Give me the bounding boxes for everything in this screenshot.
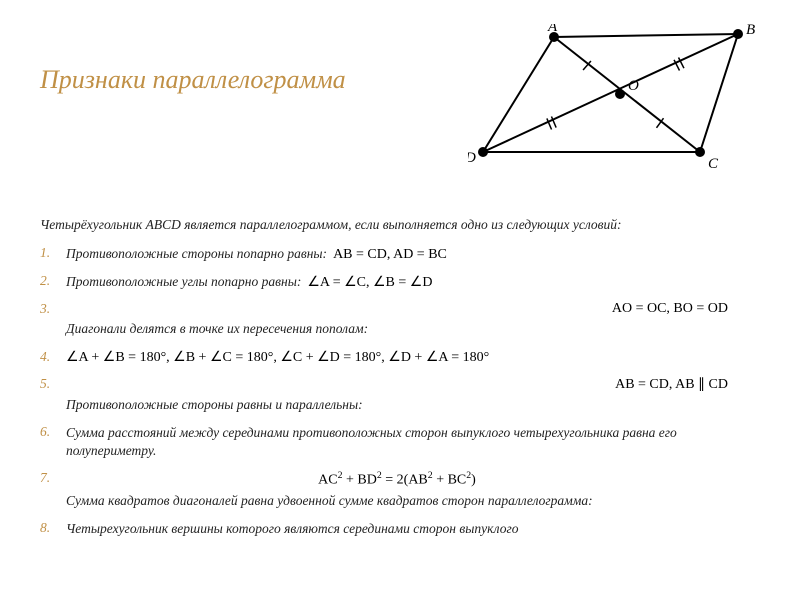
list-item: 8.Четырехугольник вершины которого являю… <box>40 520 768 538</box>
item-text: Четырехугольник вершины которого являютс… <box>66 520 768 538</box>
item-text: Сумма расстояний между серединами против… <box>66 424 768 460</box>
item-number: 2. <box>40 273 66 289</box>
svg-text:C: C <box>708 156 719 172</box>
item-text: Противоположные стороны равны и параллел… <box>66 396 768 414</box>
item-number: 8. <box>40 520 66 536</box>
item-number: 3. <box>40 301 66 317</box>
item-text: Сумма квадратов диагоналей равна удвоенн… <box>66 492 768 510</box>
list-item: 4.∠A + ∠B = 180°, ∠B + ∠C = 180°, ∠C + ∠… <box>40 349 768 366</box>
svg-text:O: O <box>628 78 639 94</box>
item-formula: AC2 + BD2 = 2(AB2 + BC2) <box>66 470 768 489</box>
item-number: 1. <box>40 245 66 261</box>
item-formula: AB = CD, AB ∥ CD <box>66 376 768 393</box>
item-number: 6. <box>40 424 66 440</box>
list-item: 1.Противоположные стороны попарно равны:… <box>40 245 768 263</box>
intro-text: Четырёхугольник ABCD является параллелог… <box>40 216 768 235</box>
item-text: Противоположные углы попарно равны: <box>66 273 301 291</box>
svg-text:D: D <box>468 150 476 166</box>
item-formula: ∠A = ∠C, ∠B = ∠D <box>307 274 432 291</box>
item-formula: ∠A + ∠B = 180°, ∠B + ∠C = 180°, ∠C + ∠D … <box>66 349 768 366</box>
svg-text:B: B <box>746 24 755 38</box>
svg-text:A: A <box>547 24 558 35</box>
item-number: 7. <box>40 470 66 486</box>
list-item: 5.AB = CD, AB ∥ CD Противоположные сторон… <box>40 376 768 414</box>
list-item: 6.Сумма расстояний между серединами прот… <box>40 424 768 460</box>
list-item: 7.AC2 + BD2 = 2(AB2 + BC2) Сумма квадрато… <box>40 470 768 510</box>
item-number: 5. <box>40 376 66 392</box>
list-item: 3.AO = OC, BO = OD Диагонали делятся в то… <box>40 301 768 338</box>
item-formula: AB = CD, AD = BC <box>333 247 447 263</box>
page-title: Признаки параллелограмма <box>40 64 452 97</box>
parallelogram-diagram: A B C D O <box>468 24 768 194</box>
item-formula: AO = OC, BO = OD <box>66 301 768 317</box>
item-text: Противоположные стороны попарно равны: <box>66 245 327 263</box>
item-text: Диагонали делятся в точке их пересечения… <box>66 320 768 338</box>
item-number: 4. <box>40 349 66 365</box>
list-item: 2.Противоположные углы попарно равны: ∠A … <box>40 273 768 291</box>
